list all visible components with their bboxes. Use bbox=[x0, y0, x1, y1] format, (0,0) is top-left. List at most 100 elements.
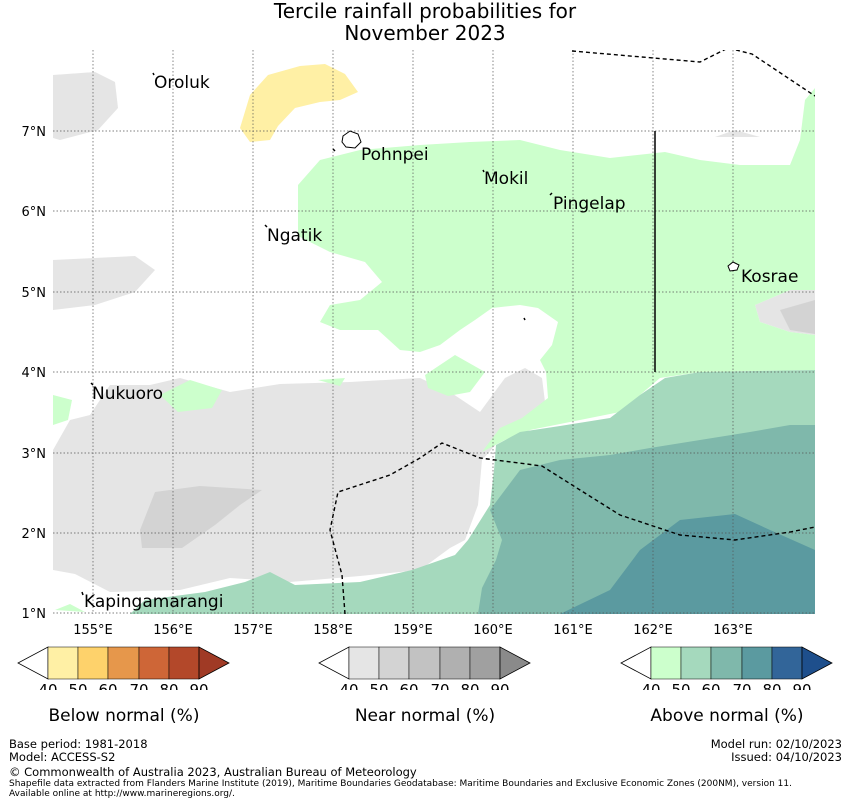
colorbar-below-normal: 40 50 60 70 80 90 bbox=[17, 646, 230, 690]
colorbar-tick: 90 bbox=[490, 681, 509, 690]
colorbar-swatch bbox=[710, 646, 743, 680]
near-normal-region bbox=[53, 256, 155, 310]
map-title-line1: Tercile rainfall probabilities for bbox=[273, 0, 577, 23]
lon-tick-label: 162°E bbox=[633, 623, 673, 638]
kosrae-island bbox=[727, 261, 740, 272]
colorbar-tick: 50 bbox=[369, 681, 388, 690]
place-label: Pingelap bbox=[553, 194, 626, 214]
colorbar-swatch bbox=[469, 646, 501, 680]
colorbar-title-near: Near normal (%) bbox=[354, 706, 496, 726]
island-marker bbox=[81, 591, 84, 596]
colorbar-tick: 80 bbox=[159, 681, 178, 690]
lat-tick-label: 5°N bbox=[22, 286, 47, 301]
lon-tick-label: 161°E bbox=[553, 623, 593, 638]
eez-boundary bbox=[329, 442, 815, 614]
colorbar-swatch bbox=[168, 646, 200, 680]
colorbar-swatch bbox=[138, 646, 170, 680]
colorbar-swatch bbox=[408, 646, 441, 680]
island-marker bbox=[549, 192, 553, 196]
place-label: Pohnpei bbox=[361, 145, 429, 165]
colorbar-swatch bbox=[650, 646, 682, 680]
colorbar-low-arrow bbox=[318, 646, 350, 680]
colorbar-tick: 40 bbox=[339, 681, 358, 690]
lat-tick-label: 4°N bbox=[22, 366, 47, 381]
model-run: Model run: 02/10/2023 bbox=[710, 737, 842, 751]
lat-tick-label: 1°N bbox=[22, 607, 47, 622]
above-normal-region-70 bbox=[560, 514, 815, 614]
available-online: Available online at http://www.marinereg… bbox=[9, 789, 235, 799]
island-marker bbox=[482, 169, 485, 173]
colorbar-tick: 70 bbox=[732, 681, 751, 690]
colorbar-tick: 70 bbox=[129, 681, 148, 690]
colorbar-swatch bbox=[348, 646, 380, 680]
colorbar-title-below: Below normal (%) bbox=[48, 706, 200, 726]
colorbar-high-arrow bbox=[198, 646, 230, 680]
island-marker bbox=[523, 317, 526, 321]
colorbar-swatch bbox=[47, 646, 79, 680]
colorbar-low-arrow bbox=[17, 646, 49, 680]
colorbar-tick: 90 bbox=[189, 681, 208, 690]
above-normal-region bbox=[55, 604, 85, 612]
island-marker bbox=[264, 224, 268, 228]
above-normal-region bbox=[298, 88, 815, 452]
lon-tick-label: 156°E bbox=[153, 623, 193, 638]
lat-tick-label: 3°N bbox=[22, 447, 47, 462]
copyright: © Commonwealth of Australia 2023, Austra… bbox=[9, 765, 417, 779]
colorbar-low-arrow bbox=[620, 646, 652, 680]
issued-date: Issued: 04/10/2023 bbox=[731, 750, 842, 764]
lon-tick-label: 157°E bbox=[233, 623, 273, 638]
island-marker bbox=[90, 382, 94, 386]
eez-boundary bbox=[571, 50, 815, 97]
lon-tick-label: 158°E bbox=[313, 623, 353, 638]
lon-tick-label: 163°E bbox=[713, 623, 753, 638]
near-normal-region bbox=[715, 130, 760, 137]
colorbar-tick: 50 bbox=[671, 681, 690, 690]
near-normal-region-50 bbox=[780, 300, 815, 334]
shapefile-credit: Shapefile data extracted from Flanders M… bbox=[9, 779, 792, 789]
colorbar-title-above: Above normal (%) bbox=[650, 706, 804, 726]
above-normal-region bbox=[160, 380, 222, 412]
lat-tick-label: 7°N bbox=[22, 125, 47, 140]
colorbar-tick: 60 bbox=[701, 681, 720, 690]
near-normal-region bbox=[53, 72, 118, 140]
place-label: Ngatik bbox=[267, 226, 322, 246]
colorbar-tick: 90 bbox=[792, 681, 811, 690]
above-normal-region bbox=[318, 378, 345, 386]
colorbar-tick: 40 bbox=[38, 681, 57, 690]
lon-tick-label: 155°E bbox=[73, 623, 113, 638]
above-normal-region bbox=[425, 355, 485, 396]
map-title-line2: November 2023 bbox=[344, 21, 506, 45]
colorbar-swatch bbox=[439, 646, 471, 680]
colorbar-near-normal: 40 50 60 70 80 90 bbox=[318, 646, 531, 690]
colorbar-swatch bbox=[77, 646, 109, 680]
above-normal-region bbox=[53, 395, 72, 425]
lat-tick-label: 6°N bbox=[22, 205, 47, 220]
colorbar-tick: 40 bbox=[641, 681, 660, 690]
colorbar-tick: 70 bbox=[430, 681, 449, 690]
model-name: Model: ACCESS-S2 bbox=[9, 750, 116, 764]
place-label: Mokil bbox=[484, 169, 528, 189]
colorbar-high-arrow bbox=[801, 646, 833, 680]
colorbar-swatch bbox=[107, 646, 140, 680]
place-label: Nukuoro bbox=[92, 384, 163, 404]
lon-tick-label: 160°E bbox=[473, 623, 513, 638]
place-label: Oroluk bbox=[154, 73, 210, 93]
colorbar-swatch bbox=[378, 646, 410, 680]
colorbar-tick: 60 bbox=[98, 681, 117, 690]
colorbar-tick: 80 bbox=[460, 681, 479, 690]
colorbar-swatch bbox=[741, 646, 773, 680]
place-label: Kosrae bbox=[741, 267, 798, 287]
lat-tick-label: 2°N bbox=[22, 527, 47, 542]
colorbar-swatch bbox=[680, 646, 712, 680]
colorbar-swatch bbox=[771, 646, 803, 680]
place-label: Kapingamarangi bbox=[84, 592, 223, 612]
lon-tick-label: 159°E bbox=[393, 623, 433, 638]
base-period: Base period: 1981-2018 bbox=[9, 737, 148, 751]
rainfall-map: Oroluk Pohnpei Mokil Pingelap Ngatik Kos… bbox=[17, 50, 833, 690]
island-marker bbox=[332, 148, 336, 152]
island-marker bbox=[152, 72, 155, 76]
colorbar-tick: 80 bbox=[762, 681, 781, 690]
colorbar-high-arrow bbox=[499, 646, 531, 680]
colorbar-tick: 60 bbox=[399, 681, 418, 690]
below-normal-region bbox=[240, 64, 358, 142]
